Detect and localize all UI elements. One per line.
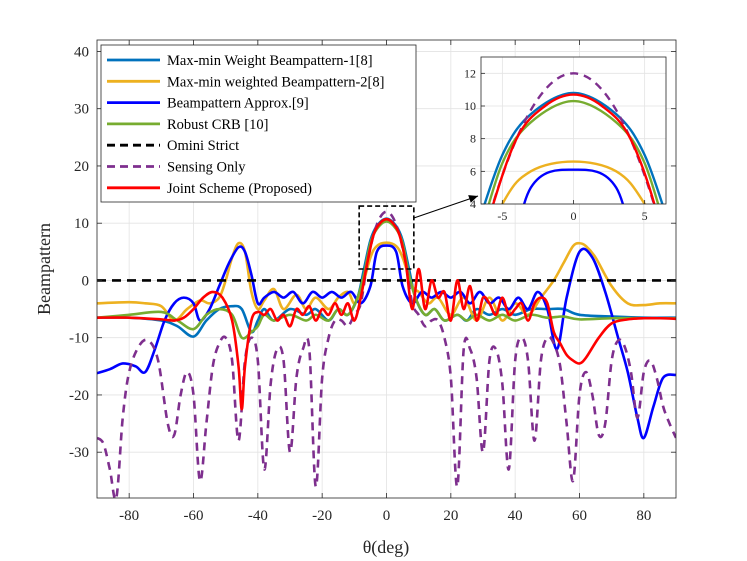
legend-entry: Omini Strict (167, 138, 239, 154)
x-tick-label: 60 (572, 508, 587, 524)
y-tick-label: -10 (69, 331, 89, 347)
legend-entry: Joint Scheme (Proposed) (167, 181, 312, 197)
inset-x-tick-label: -5 (497, 209, 507, 223)
x-tick-label: -80 (119, 508, 139, 524)
inset-y-tick-label: 4 (470, 197, 476, 211)
y-tick-labels: -30 -20 -10 0 10 20 30 40 (69, 44, 89, 461)
y-axis-label: Beampattern (34, 223, 54, 315)
inset-tick-labels: -5 0 5 4 6 8 10 12 (464, 66, 648, 223)
inset-y-tick-label: 12 (464, 66, 476, 80)
series-line (491, 93, 656, 204)
series-line (483, 91, 664, 204)
series-line (97, 244, 676, 440)
legend-entry: Sensing Only (167, 160, 246, 176)
x-axis-label: θ(deg) (363, 537, 410, 558)
x-tick-label: 0 (383, 508, 391, 524)
inset-y-tick-label: 6 (470, 164, 476, 178)
x-tick-label: -40 (248, 508, 268, 524)
y-tick-label: 30 (74, 102, 89, 118)
x-tick-label: 80 (636, 508, 651, 524)
x-tick-label: 40 (508, 508, 523, 524)
series-line (522, 168, 625, 204)
tick-marks (97, 40, 676, 498)
zoom-arrow (413, 195, 479, 219)
x-tick-label: -20 (312, 508, 332, 524)
inset-y-tick-label: 8 (470, 132, 476, 146)
inset-x-tick-label: 5 (642, 209, 648, 223)
inset-series-layer (483, 72, 664, 204)
series-line (97, 210, 676, 498)
legend: Max-min Weight Beampattern-1[8] Max-min w… (100, 44, 417, 203)
legend-entry: Beampattern Approx.[9] (167, 96, 309, 112)
legend-entry: Max-min Weight Beampattern-1[8] (167, 53, 373, 69)
y-tick-label: 0 (82, 273, 90, 289)
zoom-arrowhead (468, 195, 478, 203)
series-line (487, 99, 660, 204)
inset-y-tick-label: 10 (464, 99, 476, 113)
series-layer (97, 210, 676, 498)
x-tick-label: 20 (443, 508, 458, 524)
y-tick-label: -20 (69, 388, 89, 404)
y-tick-label: 10 (74, 216, 89, 232)
legend-entry: Max-min weighted Beampattern-2[8] (167, 74, 384, 90)
series-line (97, 217, 676, 411)
y-tick-label: 40 (74, 44, 89, 60)
y-tick-label: -30 (69, 445, 89, 461)
series-line (501, 160, 647, 204)
series-line (491, 72, 656, 204)
inset-x-tick-label: 0 (571, 209, 577, 223)
series-line (97, 241, 676, 322)
x-tick-label: -60 (184, 508, 204, 524)
inset-axes: -5 0 5 4 6 8 10 12 (464, 56, 667, 223)
inset-tick-marks (481, 72, 646, 205)
zoom-region-box (358, 205, 415, 270)
y-tick-label: 20 (74, 159, 89, 175)
x-tick-labels: -80 -60 -40 -20 0 20 40 60 80 (119, 508, 651, 524)
legend-entry: Robust CRB [10] (167, 117, 269, 133)
